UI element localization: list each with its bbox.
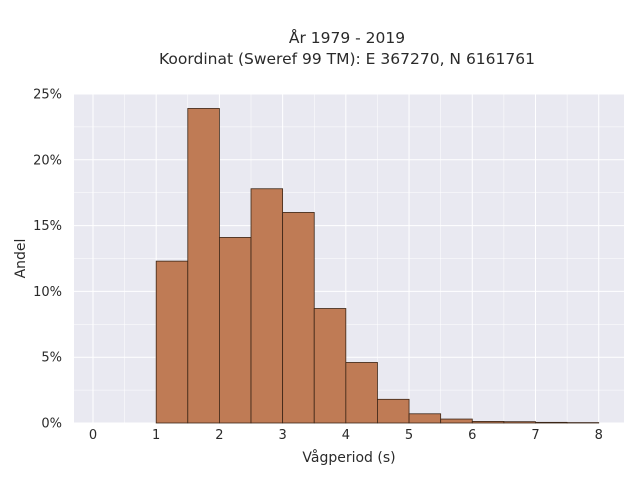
x-axis-label: Vågperiod (s): [302, 449, 395, 466]
histogram-bar: [471, 421, 505, 424]
x-tick-label: 5: [405, 428, 413, 443]
histogram-bar: [535, 421, 568, 424]
histogram-bar: [440, 418, 473, 424]
histogram-bar: [313, 308, 347, 424]
chart-title-line-1: År 1979 - 2019: [288, 29, 406, 47]
histogram-bar: [345, 362, 378, 424]
histogram-bar: [250, 188, 284, 424]
histogram-bar: [282, 212, 315, 424]
x-axis-ticks: 0 1 2 3 4 5 6 7 8: [89, 428, 603, 443]
x-tick-label: 2: [215, 428, 223, 443]
x-tick-label: 1: [152, 428, 160, 443]
x-tick-label: 3: [278, 428, 286, 443]
x-tick-label: 7: [531, 428, 539, 443]
x-tick-label: 0: [89, 428, 97, 443]
histogram-bar: [408, 413, 442, 424]
histogram-bar: [377, 398, 410, 424]
y-tick-label: 20%: [33, 153, 62, 168]
y-tick-label: 0%: [41, 417, 62, 432]
y-tick-label: 5%: [41, 351, 62, 366]
y-tick-label: 25%: [33, 88, 62, 103]
y-tick-label: 10%: [33, 285, 62, 300]
histogram-bar: [219, 237, 252, 424]
bar-group: [155, 108, 600, 424]
x-tick-label: 6: [468, 428, 476, 443]
histogram-bar: [155, 260, 189, 424]
histogram-bar: [187, 108, 220, 424]
y-axis-ticks: 0% 5% 10% 15% 20% 25%: [33, 88, 62, 432]
histogram-bar: [503, 421, 536, 424]
x-tick-label: 4: [342, 428, 350, 443]
y-tick-label: 15%: [33, 219, 62, 234]
x-tick-label: 8: [595, 428, 603, 443]
y-axis-label: Andel: [13, 239, 29, 279]
chart-title-line-2: Koordinat (Sweref 99 TM): E 367270, N 61…: [159, 50, 535, 68]
